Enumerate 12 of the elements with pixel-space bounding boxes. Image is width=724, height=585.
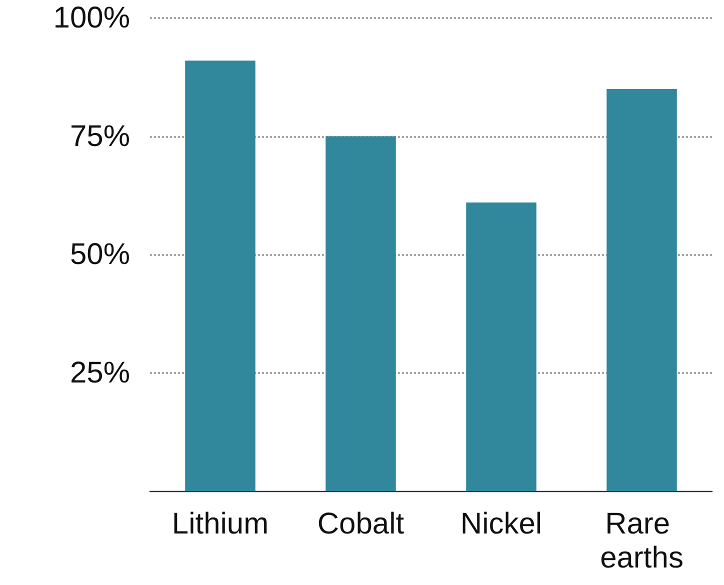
bar xyxy=(466,202,536,491)
x-tick-label: Nickel xyxy=(460,508,542,540)
y-tick-label: 75% xyxy=(70,120,130,153)
y-tick-label: 50% xyxy=(70,238,130,271)
bar xyxy=(606,88,677,491)
y-tick-label: 100% xyxy=(53,2,130,34)
x-tick-label: Rare earths xyxy=(600,508,684,574)
y-tick-label: 25% xyxy=(70,356,130,390)
bar xyxy=(326,136,396,491)
x-tick-label: Cobalt xyxy=(317,508,405,540)
bar xyxy=(185,60,256,491)
x-tick-label: Lithium xyxy=(172,508,269,540)
